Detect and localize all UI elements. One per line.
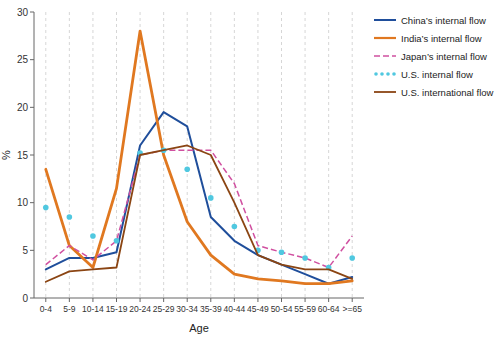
series xyxy=(43,147,355,270)
x-axis-line xyxy=(34,298,364,299)
x-tick-label: 50-54 xyxy=(271,304,293,314)
x-tick-label: 20-24 xyxy=(129,304,151,314)
legend-swatch xyxy=(386,72,390,76)
plot-area xyxy=(43,31,355,284)
series-line xyxy=(46,112,352,284)
legend-label: U.S. internal flow xyxy=(401,69,473,80)
x-tick-label: 60-64 xyxy=(318,304,340,314)
chart: 0 5 10 15 20 25 30 0-4 5-9 10-1415-1920-2425-2930… xyxy=(0,0,500,348)
legend-swatch xyxy=(374,55,396,57)
legend-label: U.S. international flow xyxy=(401,87,494,98)
legend-swatch xyxy=(374,72,378,76)
series xyxy=(46,112,352,284)
x-grid-line xyxy=(187,12,188,298)
x-tick xyxy=(69,298,70,302)
series-marker xyxy=(43,205,49,211)
x-tick-label: 10-14 xyxy=(82,304,104,314)
y-tick xyxy=(30,107,34,108)
series xyxy=(46,31,352,284)
x-grid-line xyxy=(69,12,70,298)
x-tick-label: 0-4 xyxy=(40,304,53,314)
x-grid-line xyxy=(45,12,46,298)
series-marker xyxy=(90,233,96,239)
series-line xyxy=(46,150,352,267)
x-tick-label: 35-39 xyxy=(200,304,222,314)
x-grid-line xyxy=(352,12,353,298)
legend-label: Japan’s internal flow xyxy=(401,51,487,62)
x-tick xyxy=(234,298,235,302)
axes: 0 5 10 15 20 25 30 0-4 5-9 10-1415-1920-2425-2930… xyxy=(17,7,364,315)
y-tick xyxy=(30,12,34,13)
series-marker xyxy=(114,238,120,244)
x-tick-label: 5-9 xyxy=(63,304,76,314)
series-marker xyxy=(302,255,308,261)
y-tick xyxy=(30,250,34,251)
series-marker xyxy=(184,167,190,173)
y-tick-label: 0 xyxy=(22,293,28,304)
series-line xyxy=(46,31,352,284)
x-tick xyxy=(92,298,93,302)
x-tick xyxy=(163,298,164,302)
series-line xyxy=(46,145,352,281)
x-tick xyxy=(140,298,141,302)
series-marker xyxy=(67,214,73,220)
x-grid-line xyxy=(234,12,235,298)
x-tick xyxy=(116,298,117,302)
x-tick xyxy=(210,298,211,302)
y-axis-label: % xyxy=(0,150,12,160)
x-grid-line xyxy=(328,12,329,298)
x-axis-label: Age xyxy=(189,322,209,334)
x-grid-line xyxy=(92,12,93,298)
legend-swatch xyxy=(374,37,396,39)
x-tick xyxy=(281,298,282,302)
legend-swatch xyxy=(380,72,384,76)
x-tick xyxy=(328,298,329,302)
series-marker xyxy=(279,249,285,255)
x-tick-label: 30-34 xyxy=(176,304,198,314)
x-tick xyxy=(352,298,353,302)
x-tick-label: 15-19 xyxy=(106,304,128,314)
legend-swatch xyxy=(392,72,396,76)
x-tick xyxy=(305,298,306,302)
x-grid-line xyxy=(116,12,117,298)
y-tick xyxy=(30,155,34,156)
legend: China’s internal flow India’s internal fl… xyxy=(374,15,494,98)
y-tick-label: 15 xyxy=(17,150,29,161)
legend-swatch xyxy=(374,19,396,21)
grid xyxy=(46,12,352,298)
y-tick-label: 5 xyxy=(22,245,28,256)
x-tick xyxy=(257,298,258,302)
series xyxy=(46,150,352,267)
legend-swatch xyxy=(374,91,396,93)
x-grid-line xyxy=(305,12,306,298)
x-tick-label: 45-49 xyxy=(247,304,269,314)
x-tick-label: >=65 xyxy=(343,304,363,314)
series xyxy=(46,145,352,281)
y-tick-label: 10 xyxy=(17,197,29,208)
y-tick xyxy=(30,202,34,203)
series-marker xyxy=(208,195,214,201)
x-grid-line xyxy=(281,12,282,298)
x-tick xyxy=(187,298,188,302)
y-tick xyxy=(30,59,34,60)
x-tick-label: 55-59 xyxy=(294,304,316,314)
y-tick-label: 20 xyxy=(17,102,29,113)
x-tick-label: 40-44 xyxy=(223,304,245,314)
y-tick-label: 30 xyxy=(17,7,29,18)
y-tick-label: 25 xyxy=(17,54,29,65)
legend-label: India’s internal flow xyxy=(401,33,482,44)
series-marker xyxy=(349,255,355,261)
legend-label: China’s internal flow xyxy=(401,15,486,26)
x-tick xyxy=(45,298,46,302)
y-tick xyxy=(30,298,34,299)
series-marker xyxy=(232,224,238,230)
x-tick-label: 25-29 xyxy=(153,304,175,314)
